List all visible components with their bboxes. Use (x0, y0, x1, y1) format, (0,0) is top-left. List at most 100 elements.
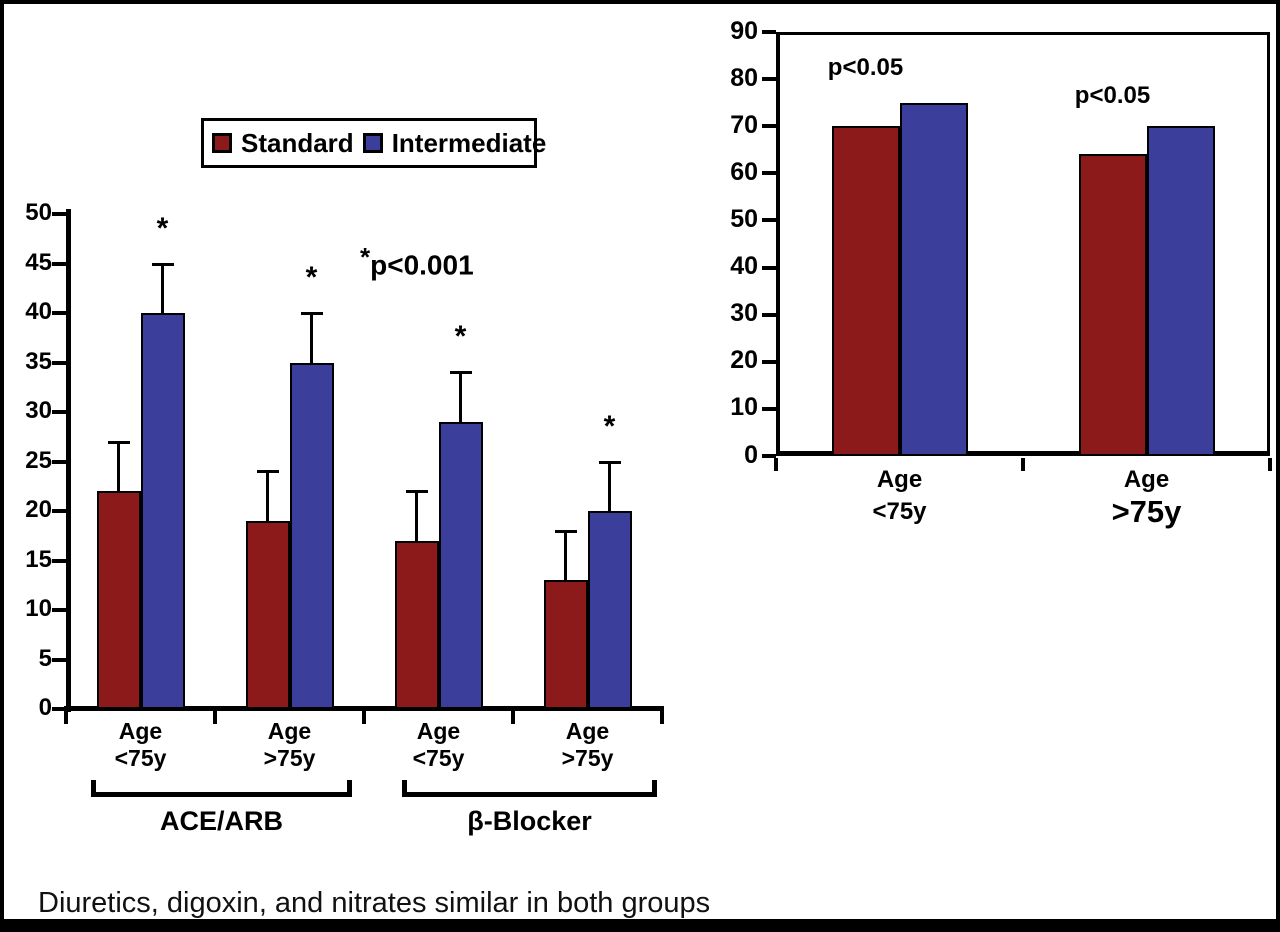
x-tick (213, 711, 217, 724)
legend: Standard Intermediate (201, 118, 546, 168)
bar-standard (96, 491, 141, 709)
legend-swatch-standard (212, 133, 232, 153)
error-bar-cap (151, 262, 174, 266)
error-bar-line (564, 530, 567, 581)
group-bracket (91, 780, 352, 797)
y-tick-label: 90 (730, 16, 758, 45)
error-bar-line (161, 263, 164, 313)
y-tick (52, 459, 66, 464)
y-tick-label: 45 (25, 248, 52, 276)
bar-intermediate (289, 362, 334, 709)
y-tick-label: 0 (744, 440, 758, 469)
group-label: β-Blocker (467, 806, 592, 836)
y-tick (52, 212, 66, 216)
y-tick-label: 50 (730, 204, 758, 233)
y-tick (52, 311, 66, 315)
y-axis-line (66, 209, 71, 712)
category-label-line2: <75y (872, 498, 927, 525)
x-tick (1268, 458, 1272, 471)
significance-star: * (156, 211, 169, 245)
bar-intermediate (140, 313, 185, 709)
y-tick (762, 359, 776, 364)
bar-standard (394, 540, 439, 709)
y-tick-label: 10 (25, 595, 52, 623)
y-tick (762, 218, 776, 223)
significance-note: *p<0.001 (360, 240, 474, 281)
x-tick (660, 711, 664, 724)
category-label-line1: Age (1123, 466, 1170, 493)
p-value-label: p<0.05 (1074, 82, 1151, 109)
category-label: Age <75y (820, 464, 980, 528)
y-tick (52, 509, 66, 513)
category-label-line1: Age (118, 718, 163, 744)
y-tick-label: 40 (25, 298, 52, 326)
plot-border (776, 32, 1270, 456)
error-bar-cap (449, 371, 472, 375)
significance-note-star: * (360, 242, 371, 272)
significance-note-text: p<0.001 (370, 249, 474, 281)
category-label: Age >75y (210, 718, 370, 772)
y-tick-label: 60 (730, 157, 758, 186)
error-bar-line (459, 372, 462, 422)
category-label: Age <75y (61, 718, 221, 772)
legend-label-intermediate: Intermediate (391, 127, 547, 158)
y-tick-label: 10 (730, 393, 758, 422)
y-tick (52, 360, 66, 365)
bar-standard (245, 520, 290, 709)
p-value-label: p<0.05 (827, 54, 904, 81)
category-label: Age <75y (359, 718, 519, 772)
bar-intermediate (1146, 126, 1215, 456)
y-tick-label: 20 (730, 346, 758, 375)
category-label: Age >75y (1067, 464, 1227, 528)
error-bar-line (310, 313, 313, 363)
left-bar-chart: 0 5 10 15 20 25 30 35 40 45 50 * Age <75y * Age >75y * Age… (4, 4, 1276, 919)
x-tick (362, 711, 366, 724)
category-label-line2: >75y (561, 745, 614, 771)
y-tick-label: 30 (25, 397, 52, 425)
bar-standard (1078, 154, 1147, 456)
significance-star: * (305, 261, 318, 294)
category-label-line1: Age (565, 718, 610, 744)
figure-caption: Diuretics, digoxin, and nitrates similar… (38, 887, 711, 919)
right-bar-chart: 0 10 20 30 40 50 60 70 80 90 p<0.05 Age <75y p<0.05 Ag… (4, 4, 1276, 919)
y-tick (762, 30, 776, 34)
y-tick (762, 265, 776, 270)
y-tick-label: 5 (38, 644, 52, 672)
y-tick-label: 70 (730, 110, 758, 139)
error-bar-cap (300, 312, 323, 315)
x-tick (1021, 458, 1025, 471)
error-bar-cap (107, 440, 130, 444)
y-tick (52, 657, 66, 662)
y-tick-label: 50 (25, 199, 52, 227)
y-tick (52, 558, 66, 563)
error-bar-cap (405, 490, 428, 494)
y-tick-label: 20 (25, 496, 52, 524)
y-tick (762, 124, 776, 129)
y-tick-label: 30 (730, 299, 758, 328)
error-bar-cap (256, 470, 279, 474)
x-axis-line (64, 706, 664, 711)
group-bracket (402, 780, 657, 797)
y-tick (52, 410, 66, 414)
y-tick (762, 454, 776, 458)
error-bar-line (415, 491, 418, 541)
bar-standard (831, 126, 900, 456)
significance-star: * (454, 320, 467, 354)
y-tick (762, 171, 776, 176)
legend-label-standard: Standard (241, 127, 354, 158)
y-tick (52, 608, 66, 612)
group-label: ACE/ARB (159, 806, 284, 836)
error-bar-cap (598, 460, 621, 464)
category-label-line2: <75y (412, 745, 465, 771)
y-tick-label: 80 (730, 63, 758, 92)
x-tick (64, 711, 68, 724)
error-bar-line (608, 461, 611, 511)
y-tick-label: 25 (25, 446, 52, 474)
y-tick (762, 406, 776, 411)
y-tick-label: 40 (730, 252, 758, 281)
x-tick (774, 458, 778, 471)
bar-intermediate (438, 421, 483, 709)
category-label-line2: >75y (263, 745, 316, 771)
category-label-line1: Age (267, 718, 312, 744)
